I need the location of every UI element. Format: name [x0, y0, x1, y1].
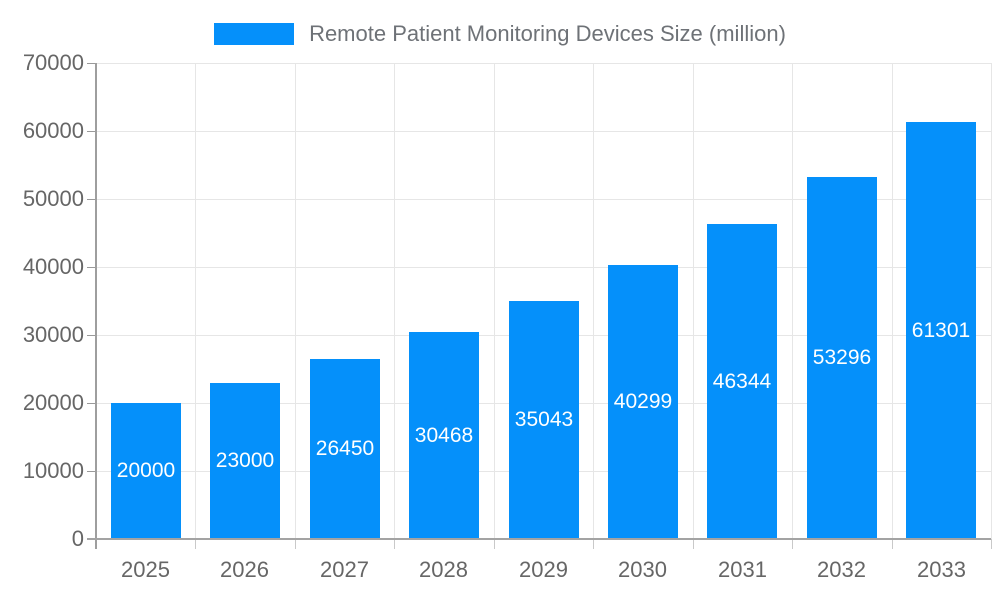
x-axis-tick — [792, 539, 793, 549]
v-gridline — [494, 63, 495, 539]
x-axis-tick — [295, 539, 296, 549]
v-gridline — [892, 63, 893, 539]
bar[interactable]: 61301 — [906, 122, 976, 539]
bar[interactable]: 23000 — [210, 383, 280, 539]
y-tick-label: 0 — [71, 526, 84, 551]
v-gridline — [792, 63, 793, 539]
y-axis-line — [95, 63, 97, 549]
bar-value-label: 53296 — [812, 346, 872, 369]
h-gridline — [96, 267, 991, 268]
x-tick-label: 2028 — [419, 557, 468, 582]
v-gridline — [693, 63, 694, 539]
y-tick-label: 40000 — [22, 254, 84, 279]
bar-value-label: 35043 — [514, 408, 574, 431]
bar-value-label: 46344 — [712, 369, 772, 393]
y-axis-tick — [87, 199, 96, 200]
x-tick-label: 2031 — [718, 557, 767, 582]
y-tick-label: 10000 — [22, 458, 84, 483]
bar[interactable]: 30468 — [409, 332, 479, 539]
y-tick-label: 70000 — [22, 50, 84, 75]
h-gridline — [96, 63, 991, 64]
x-axis-line — [87, 538, 991, 540]
x-tick-label: 2027 — [320, 557, 369, 582]
x-axis-tick — [892, 539, 893, 549]
v-gridline — [991, 63, 992, 539]
x-axis-tick — [991, 539, 992, 549]
bar-value-label: 20000 — [116, 459, 176, 482]
x-axis-tick — [593, 539, 594, 549]
x-tick-label: 2026 — [220, 557, 269, 582]
bar[interactable]: 20000 — [111, 403, 181, 539]
bar-value-label: 23000 — [215, 449, 275, 472]
bar[interactable]: 40299 — [608, 265, 678, 539]
legend-swatch-icon — [214, 23, 295, 45]
y-axis-tick — [87, 267, 96, 268]
x-tick-label: 2030 — [618, 557, 667, 582]
y-axis-tick — [87, 335, 96, 336]
x-axis-tick — [693, 539, 694, 549]
v-gridline — [394, 63, 395, 539]
y-tick-label: 60000 — [22, 118, 84, 143]
y-axis-tick — [87, 63, 96, 64]
bar[interactable]: 53296 — [807, 177, 877, 539]
x-axis-tick — [394, 539, 395, 549]
x-axis-tick — [195, 539, 196, 549]
x-axis-tick — [494, 539, 495, 549]
bar-value-label: 61301 — [911, 318, 971, 342]
y-axis-tick — [87, 131, 96, 132]
x-tick-label: 2025 — [121, 557, 170, 582]
bar-value-label: 26450 — [315, 437, 375, 460]
x-tick-label: 2029 — [519, 557, 568, 582]
v-gridline — [593, 63, 594, 539]
bar[interactable]: 26450 — [310, 359, 380, 539]
y-tick-label: 20000 — [22, 390, 84, 415]
y-axis-tick — [87, 471, 96, 472]
y-axis-tick — [87, 403, 96, 404]
h-gridline — [96, 199, 991, 200]
bar[interactable]: 35043 — [509, 301, 579, 539]
bar-value-label: 40299 — [613, 390, 673, 413]
legend[interactable]: Remote Patient Monitoring Devices Size (… — [0, 21, 1000, 47]
v-gridline — [295, 63, 296, 539]
y-tick-label: 30000 — [22, 322, 84, 347]
v-gridline — [195, 63, 196, 539]
legend-label: Remote Patient Monitoring Devices Size (… — [309, 21, 786, 46]
y-tick-label: 50000 — [22, 186, 84, 211]
x-tick-label: 2033 — [917, 557, 966, 582]
h-gridline — [96, 131, 991, 132]
bar[interactable]: 46344 — [707, 224, 777, 539]
x-tick-label: 2032 — [817, 557, 866, 582]
bar-value-label: 30468 — [414, 423, 474, 447]
